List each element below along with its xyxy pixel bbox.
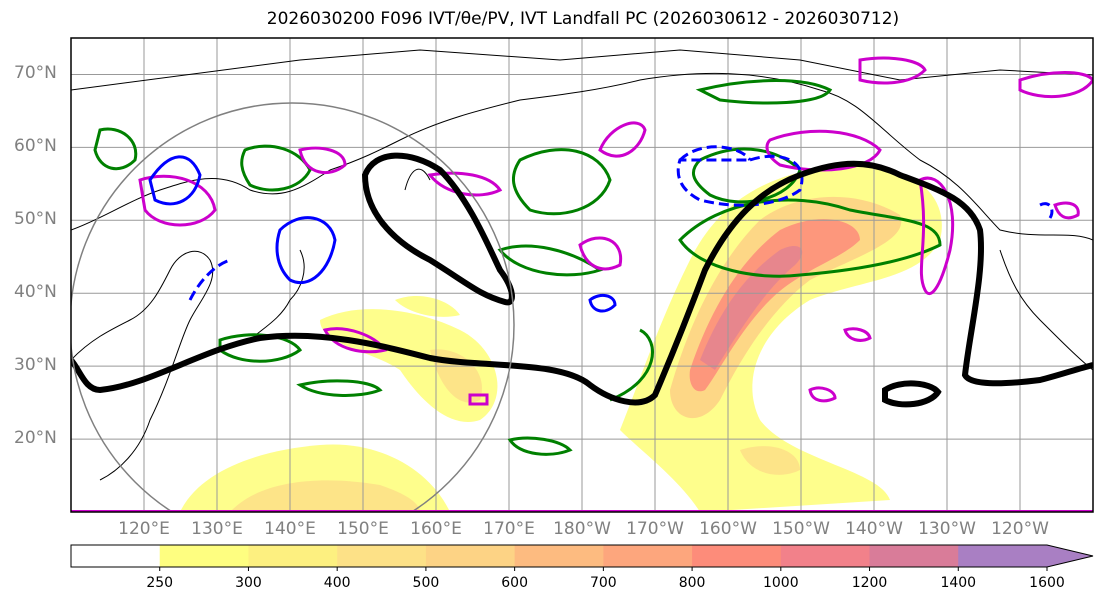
colorbar-tick-label: 1600: [1029, 575, 1065, 591]
map-frame: [70, 37, 1094, 513]
colorbar-segment: [958, 545, 1093, 567]
colorbar-tick-label: 1000: [762, 575, 799, 591]
colorbar-segment: [869, 545, 959, 567]
latitude-label: 70°N: [14, 63, 57, 84]
longitude-label: 150°E: [337, 519, 389, 539]
latitude-label: 60°N: [14, 136, 57, 157]
theta-e-contours: [93, 79, 942, 456]
longitude-label: 140°W: [845, 519, 903, 539]
longitude-label: 130°W: [918, 519, 976, 539]
colorbar-tick-label: 300: [235, 575, 262, 591]
colorbar-segment: [337, 545, 427, 567]
colorbar-segment: [780, 545, 871, 567]
colorbar-tick-label: 800: [678, 575, 706, 591]
colorbar-segment: [71, 545, 161, 567]
latitude-label: 40°N: [14, 282, 57, 303]
longitude-label: 170°E: [483, 519, 535, 539]
longitude-label: 120°W: [991, 519, 1049, 539]
longitude-label: 140°E: [264, 519, 316, 539]
colorbar-segment: [159, 545, 249, 567]
longitude-label: 170°W: [626, 519, 684, 539]
colorbar-segment: [248, 545, 338, 567]
longitude-label: 160°E: [410, 519, 462, 539]
longitude-label: 120°E: [118, 519, 170, 539]
longitude-label: 180°W: [553, 519, 611, 539]
colorbar-tick-label: 700: [589, 575, 617, 591]
latitude-label: 20°N: [14, 428, 57, 449]
landfall-radius-circle: [71, 102, 515, 512]
colorbar-tick-label: 1400: [940, 575, 977, 591]
ivt-colorbar: [70, 544, 1094, 571]
colorbar-outline: [70, 544, 1094, 568]
map-title: 2026030200 F096 IVT/θe/PV, IVT Landfall …: [266, 9, 900, 29]
latitude-label: 50°N: [14, 209, 57, 230]
colorbar-tick-label: 1200: [851, 575, 888, 591]
latitude-label: 30°N: [14, 355, 57, 376]
longitude-label: 160°W: [699, 519, 757, 539]
colorbar-tick-label: 600: [501, 575, 528, 591]
colorbar-tick-label: 250: [146, 575, 174, 591]
colorbar-segment: [425, 545, 516, 567]
coastlines: [71, 49, 1093, 481]
colorbar-segment: [514, 545, 604, 567]
longitude-label: 130°E: [191, 519, 243, 539]
colorbar-segment: [692, 545, 782, 567]
longitude-label: 150°W: [772, 519, 830, 539]
pv-negative-contours: [148, 145, 1054, 313]
colorbar-tick-label: 500: [412, 575, 440, 591]
colorbar-tick-label: 400: [323, 575, 351, 591]
colorbar-segment: [603, 545, 693, 567]
